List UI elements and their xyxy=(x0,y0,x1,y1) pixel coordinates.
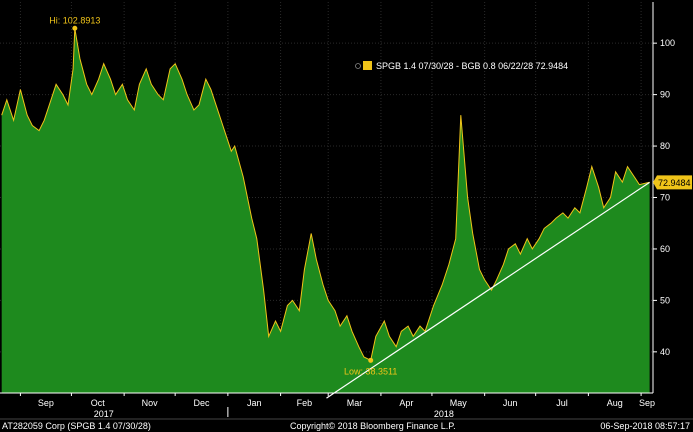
x-tick-label: May xyxy=(450,398,468,408)
y-tick-label: 90 xyxy=(660,90,670,100)
legend-label: SPGB 1.4 07/30/28 - BGB 0.8 06/22/28 72.… xyxy=(376,61,568,71)
x-tick-label: Mar xyxy=(347,398,363,408)
footer: AT282059 Corp (SPGB 1.4 07/30/28) Copyri… xyxy=(2,421,690,431)
y-tick-label: 70 xyxy=(660,193,670,203)
y-tick-label: 80 xyxy=(660,141,670,151)
high-label: Hi: 102.8913 xyxy=(49,15,100,25)
x-tick-label: Jun xyxy=(503,398,518,408)
x-tick-label: Sep xyxy=(639,398,655,408)
low-label: Low: 38.3511 xyxy=(344,366,397,376)
trendline xyxy=(326,181,650,399)
legend-swatch xyxy=(363,61,372,70)
low-point-marker xyxy=(368,357,374,363)
high-point-marker xyxy=(72,25,78,31)
x-tick-label: Jul xyxy=(556,398,568,408)
x-tick-label: Feb xyxy=(297,398,313,408)
year-label: 2018 xyxy=(434,409,454,419)
series-area xyxy=(1,28,650,394)
legend-marker-icon xyxy=(355,63,361,69)
last-value-label: 72.9484 xyxy=(658,178,691,188)
y-tick-label: 50 xyxy=(660,295,670,305)
legend: SPGB 1.4 07/30/28 - BGB 0.8 06/22/28 72.… xyxy=(355,61,568,71)
y-tick-label: 100 xyxy=(660,38,675,48)
footer-security: AT282059 Corp (SPGB 1.4 07/30/28) xyxy=(2,421,151,431)
annotations: Hi: 102.8913 Low: 38.3511 xyxy=(49,15,397,376)
x-tick-label: Nov xyxy=(142,398,159,408)
year-label: 2017 xyxy=(94,409,114,419)
x-tick-label: Oct xyxy=(91,398,106,408)
series-area-fill xyxy=(1,28,650,394)
x-tick-label: Dec xyxy=(194,398,211,408)
y-tick-label: 40 xyxy=(660,347,670,357)
series-line xyxy=(1,28,650,362)
x-tick-label: Sep xyxy=(38,398,54,408)
trendline-segment xyxy=(326,181,650,399)
x-tick-label: Jan xyxy=(247,398,262,408)
x-tick-label: Apr xyxy=(399,398,413,408)
x-tick-label: Aug xyxy=(607,398,623,408)
last-value-badge xyxy=(653,175,692,190)
footer-copyright: Copyright© 2018 Bloomberg Finance L.P. xyxy=(290,421,456,431)
y-tick-label: 60 xyxy=(660,244,670,254)
x-axis: Sep Oct Nov Dec Jan Feb Mar Apr May Jun Jul Aug Sep 2… xyxy=(0,392,693,420)
y-axis: 40 50 60 70 80 90 100 72.9484 xyxy=(652,2,692,393)
footer-timestamp: 06-Sep-2018 08:57:17 xyxy=(600,421,690,431)
